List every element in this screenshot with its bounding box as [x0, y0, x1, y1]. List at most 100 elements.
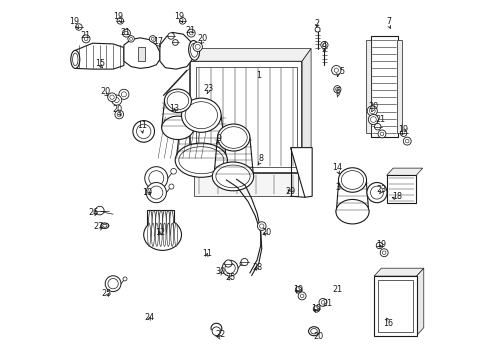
- Circle shape: [107, 93, 116, 102]
- Polygon shape: [75, 43, 123, 69]
- Ellipse shape: [159, 210, 163, 236]
- Circle shape: [121, 92, 126, 97]
- Circle shape: [146, 183, 166, 203]
- Text: 17: 17: [153, 37, 163, 46]
- Circle shape: [320, 41, 327, 49]
- Ellipse shape: [162, 116, 194, 139]
- Circle shape: [136, 124, 151, 139]
- Text: 20: 20: [101, 87, 111, 96]
- Text: 19: 19: [292, 285, 302, 294]
- Circle shape: [333, 68, 338, 72]
- Bar: [373, 276, 416, 336]
- Circle shape: [322, 43, 325, 47]
- Text: 21: 21: [322, 299, 332, 307]
- Circle shape: [193, 42, 202, 51]
- Ellipse shape: [167, 92, 188, 110]
- Circle shape: [122, 29, 130, 37]
- Polygon shape: [290, 148, 311, 197]
- Circle shape: [224, 263, 235, 273]
- Text: 19: 19: [398, 125, 408, 134]
- Text: 21: 21: [185, 26, 195, 35]
- Circle shape: [172, 40, 178, 45]
- Bar: [370, 36, 397, 137]
- Ellipse shape: [170, 223, 173, 246]
- Circle shape: [144, 167, 167, 190]
- Text: 7: 7: [385, 17, 390, 26]
- Circle shape: [133, 121, 154, 142]
- Bar: [377, 280, 412, 332]
- Circle shape: [222, 260, 238, 276]
- Circle shape: [405, 139, 408, 143]
- Text: 14: 14: [332, 163, 342, 172]
- Text: 12: 12: [155, 228, 164, 237]
- Circle shape: [95, 206, 104, 215]
- Circle shape: [382, 251, 385, 255]
- Ellipse shape: [220, 127, 247, 148]
- Text: 21: 21: [121, 28, 130, 37]
- Ellipse shape: [163, 223, 165, 246]
- Circle shape: [367, 114, 378, 125]
- Ellipse shape: [101, 223, 108, 228]
- Ellipse shape: [169, 210, 173, 236]
- Circle shape: [149, 186, 163, 199]
- Text: 9: 9: [216, 134, 222, 143]
- Polygon shape: [123, 38, 160, 68]
- Circle shape: [335, 87, 339, 91]
- Text: 25: 25: [225, 274, 236, 282]
- Text: 20: 20: [261, 228, 271, 237]
- Circle shape: [300, 294, 303, 298]
- Text: 19: 19: [69, 17, 80, 26]
- Polygon shape: [147, 210, 174, 237]
- Text: 21: 21: [375, 115, 385, 124]
- Text: 11: 11: [137, 122, 146, 130]
- Circle shape: [189, 31, 193, 35]
- Circle shape: [127, 36, 134, 42]
- Text: 19: 19: [174, 12, 184, 21]
- Bar: [386, 175, 415, 203]
- Ellipse shape: [179, 147, 224, 174]
- Circle shape: [123, 277, 127, 281]
- Text: 20: 20: [367, 102, 378, 111]
- Ellipse shape: [164, 89, 191, 112]
- Text: 2: 2: [313, 19, 318, 28]
- Text: 16: 16: [383, 320, 393, 328]
- Circle shape: [117, 112, 121, 117]
- Ellipse shape: [152, 210, 155, 236]
- Ellipse shape: [175, 143, 227, 177]
- Circle shape: [105, 276, 121, 292]
- Bar: [190, 61, 302, 173]
- Circle shape: [117, 18, 123, 24]
- Ellipse shape: [338, 168, 366, 192]
- Circle shape: [119, 89, 129, 99]
- Ellipse shape: [174, 223, 177, 246]
- Ellipse shape: [147, 223, 150, 246]
- Ellipse shape: [163, 210, 166, 236]
- Circle shape: [110, 95, 114, 99]
- Polygon shape: [302, 49, 310, 173]
- Circle shape: [331, 66, 340, 75]
- Bar: [194, 173, 298, 196]
- Bar: [138, 47, 145, 61]
- Circle shape: [314, 27, 320, 32]
- Bar: [396, 40, 401, 133]
- Text: 29: 29: [285, 187, 295, 196]
- Ellipse shape: [185, 102, 217, 129]
- Circle shape: [321, 301, 324, 304]
- Circle shape: [148, 171, 163, 186]
- Bar: [196, 67, 296, 167]
- Circle shape: [403, 137, 410, 145]
- Circle shape: [259, 224, 264, 228]
- Circle shape: [179, 18, 185, 24]
- Text: 3: 3: [335, 183, 340, 192]
- Circle shape: [400, 130, 406, 136]
- Ellipse shape: [159, 223, 162, 246]
- Ellipse shape: [102, 224, 107, 227]
- Ellipse shape: [148, 210, 152, 236]
- Circle shape: [195, 44, 200, 49]
- Ellipse shape: [166, 223, 169, 246]
- Circle shape: [366, 183, 386, 203]
- Text: 4: 4: [321, 40, 326, 49]
- Polygon shape: [416, 268, 423, 336]
- Polygon shape: [190, 49, 310, 61]
- Circle shape: [76, 24, 82, 30]
